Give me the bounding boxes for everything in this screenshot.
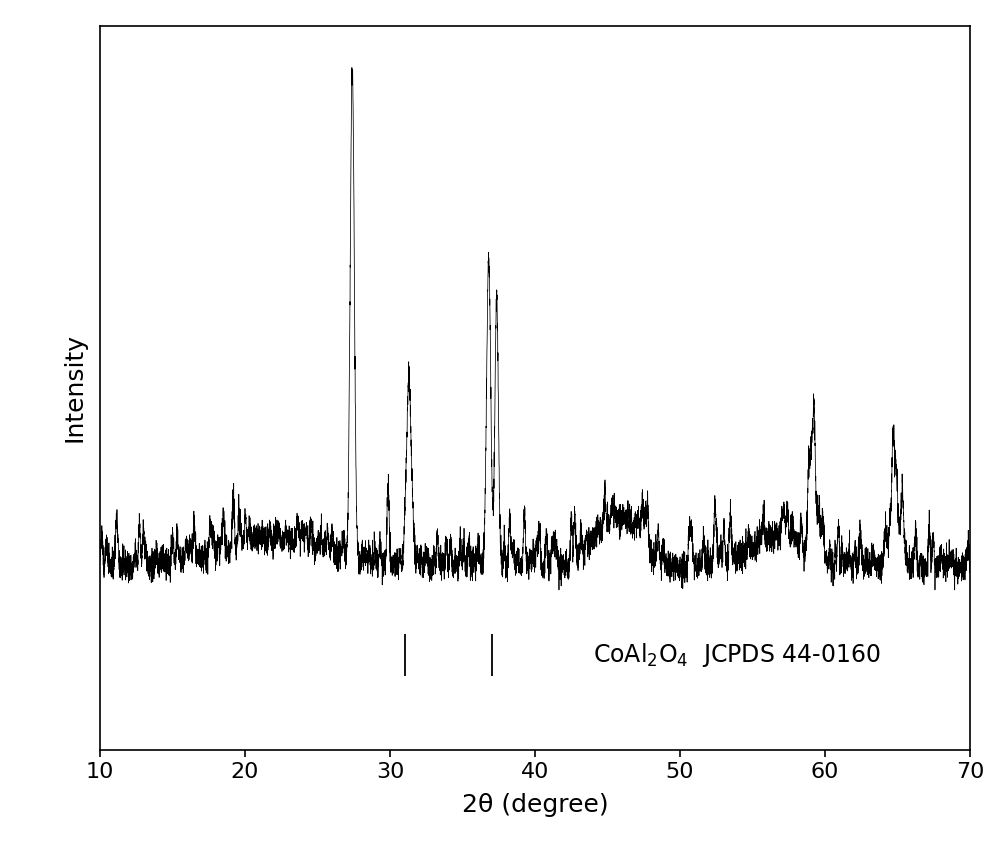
X-axis label: 2θ (degree): 2θ (degree) bbox=[462, 792, 608, 817]
Y-axis label: Intensity: Intensity bbox=[62, 333, 86, 442]
Text: CoAl$_2$O$_4$  JCPDS 44-0160: CoAl$_2$O$_4$ JCPDS 44-0160 bbox=[593, 642, 881, 670]
